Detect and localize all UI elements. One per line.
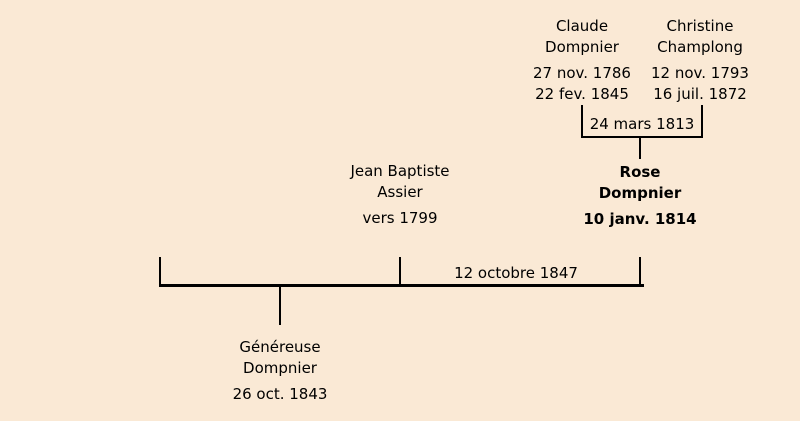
marriage-date-claude-christine: 24 mars 1813 bbox=[589, 115, 695, 133]
union-to-genereuse-line bbox=[279, 287, 281, 325]
person-christine-champlong[interactable]: Christine Champlong 12 nov. 1793 16 juil… bbox=[620, 16, 780, 105]
person-birth-date: 10 janv. 1814 bbox=[583, 210, 697, 228]
person-birth-date: 27 nov. 1786 bbox=[533, 64, 631, 82]
marriage-date-jean-baptiste-rose: 12 octobre 1847 bbox=[454, 264, 578, 282]
person-genereuse-dompnier[interactable]: Généreuse Dompnier 26 oct. 1843 bbox=[200, 337, 360, 405]
person-jean-baptiste-assier[interactable]: Jean Baptiste Assier vers 1799 bbox=[310, 161, 490, 229]
person-claude-dompnier[interactable]: Claude Dompnier 27 nov. 1786 22 fev. 184… bbox=[502, 16, 662, 105]
person-last-name: Dompnier bbox=[243, 359, 317, 377]
person-last-name: Dompnier bbox=[545, 38, 619, 56]
person-first-name: Généreuse bbox=[239, 338, 321, 356]
person-last-name: Champlong bbox=[657, 38, 743, 56]
person-birth-date: 12 nov. 1793 bbox=[651, 64, 749, 82]
person-death-date: 16 juil. 1872 bbox=[653, 85, 747, 103]
jean-baptiste-connector-line bbox=[399, 257, 401, 284]
person-birth-date: vers 1799 bbox=[362, 209, 438, 227]
person-first-name: Claude bbox=[555, 17, 609, 35]
christine-descent-line bbox=[701, 105, 703, 138]
person-first-name: Rose bbox=[619, 163, 661, 181]
person-first-name: Christine bbox=[666, 17, 734, 35]
union-claude-christine-line bbox=[581, 136, 703, 138]
person-birth-date: 26 oct. 1843 bbox=[232, 385, 328, 403]
union-jean-baptiste-rose-line bbox=[159, 284, 644, 287]
person-rose-dompnier[interactable]: Rose Dompnier 10 janv. 1814 bbox=[560, 162, 720, 230]
union-left-end-tick bbox=[159, 257, 161, 284]
person-last-name: Dompnier bbox=[598, 184, 682, 202]
person-first-name: Jean Baptiste bbox=[350, 162, 450, 180]
person-death-date: 22 fev. 1845 bbox=[535, 85, 629, 103]
rose-connector-line bbox=[639, 257, 641, 284]
person-last-name: Assier bbox=[377, 183, 423, 201]
union-to-rose-line bbox=[639, 138, 641, 159]
claude-descent-line bbox=[581, 105, 583, 138]
